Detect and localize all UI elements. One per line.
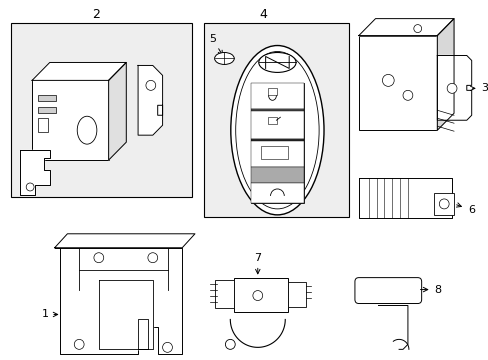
Polygon shape	[55, 248, 182, 354]
Polygon shape	[55, 234, 195, 248]
Circle shape	[382, 75, 393, 86]
Text: 7: 7	[254, 253, 261, 274]
Circle shape	[438, 199, 448, 209]
Circle shape	[402, 90, 412, 100]
Text: 5: 5	[209, 33, 222, 55]
Bar	[250, 111, 303, 139]
FancyBboxPatch shape	[354, 278, 421, 303]
Text: 4: 4	[259, 8, 267, 21]
Bar	[250, 109, 303, 111]
Text: 8: 8	[420, 284, 441, 294]
Bar	[433, 193, 453, 215]
Circle shape	[163, 342, 172, 352]
Circle shape	[225, 339, 235, 349]
Bar	[267, 88, 277, 95]
Text: 2: 2	[92, 8, 100, 21]
Bar	[358, 36, 436, 130]
Polygon shape	[108, 62, 126, 160]
Bar	[250, 84, 303, 109]
Bar	[267, 117, 277, 124]
Polygon shape	[436, 55, 471, 120]
Bar	[260, 146, 287, 159]
Bar	[214, 280, 234, 307]
Polygon shape	[358, 19, 453, 36]
Bar	[38, 95, 56, 101]
Bar	[250, 84, 303, 203]
Circle shape	[145, 80, 155, 90]
Text: 1: 1	[41, 310, 58, 319]
Circle shape	[74, 339, 84, 349]
Polygon shape	[138, 66, 163, 135]
Circle shape	[147, 253, 157, 263]
Circle shape	[252, 291, 262, 301]
Text: 6: 6	[455, 203, 474, 215]
Bar	[250, 141, 303, 167]
Circle shape	[26, 183, 34, 191]
Bar	[38, 107, 56, 113]
Circle shape	[446, 84, 456, 93]
Polygon shape	[436, 19, 453, 130]
Bar	[234, 278, 287, 312]
Text: 3: 3	[469, 84, 488, 93]
Bar	[10, 23, 192, 197]
Bar	[203, 23, 348, 217]
Bar	[250, 139, 303, 141]
Ellipse shape	[77, 116, 97, 144]
Bar	[287, 282, 305, 306]
Circle shape	[413, 24, 421, 32]
Ellipse shape	[230, 45, 324, 215]
Ellipse shape	[258, 53, 295, 72]
Bar	[250, 183, 303, 203]
Polygon shape	[99, 280, 152, 349]
Circle shape	[94, 253, 103, 263]
Bar	[38, 118, 48, 132]
Polygon shape	[20, 150, 50, 195]
Polygon shape	[32, 62, 126, 80]
Bar	[250, 167, 303, 183]
Ellipse shape	[214, 53, 234, 64]
Bar	[32, 80, 108, 160]
Polygon shape	[358, 178, 451, 218]
